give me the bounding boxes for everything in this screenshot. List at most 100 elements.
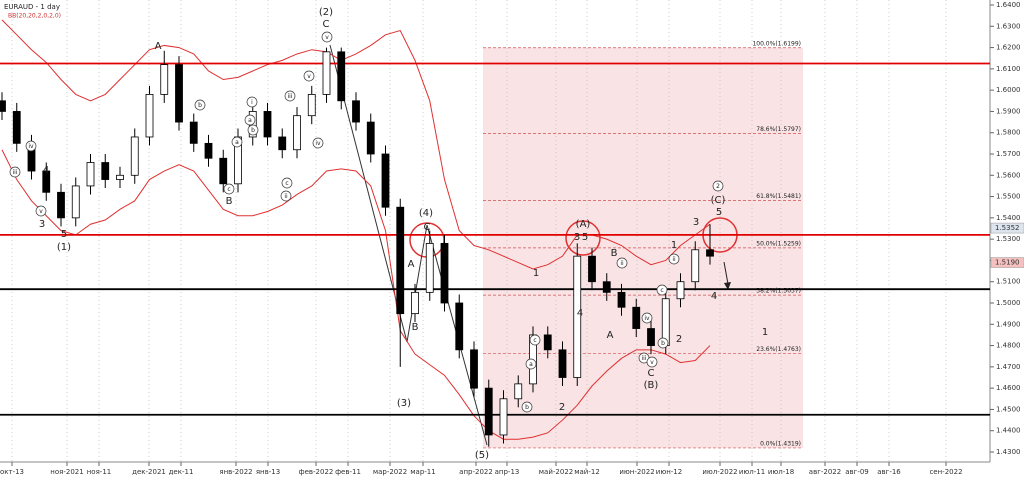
candle-body bbox=[411, 291, 419, 315]
wave-label: 5 bbox=[582, 232, 588, 243]
wave-circle bbox=[246, 96, 258, 108]
x-tick-label: фев-11 bbox=[335, 468, 361, 476]
candle-body bbox=[573, 255, 582, 378]
wave-circle bbox=[529, 334, 541, 346]
y-tick-label: 1.5600 bbox=[996, 171, 1021, 179]
wave-label-circled: iii bbox=[12, 169, 17, 176]
wave-circle bbox=[656, 284, 668, 296]
fib-label: 100.0%(1.6199) bbox=[752, 40, 801, 47]
candle-body bbox=[647, 328, 655, 346]
x-tick-label: апр-13 bbox=[495, 468, 520, 476]
y-tick-label: 1.4500 bbox=[996, 405, 1021, 413]
wave-label-circled: b bbox=[251, 127, 255, 134]
candle-body bbox=[86, 162, 95, 187]
wave-label: 4 bbox=[577, 308, 583, 319]
y-tick-label: 1.4300 bbox=[996, 448, 1021, 456]
candle-body bbox=[588, 255, 596, 283]
price-tag bbox=[990, 222, 1024, 234]
candle-body bbox=[219, 157, 228, 185]
wave-circle bbox=[657, 337, 669, 349]
arrow bbox=[723, 261, 729, 285]
wave-circle bbox=[521, 401, 533, 413]
wave-label: 4 bbox=[43, 165, 49, 176]
candle-body bbox=[455, 302, 464, 351]
wave-label-circled: ii bbox=[672, 256, 676, 263]
wave-label: C bbox=[323, 19, 330, 30]
x-tick-label: авг-09 bbox=[845, 468, 869, 476]
candle-body bbox=[602, 281, 611, 293]
wave-circle bbox=[244, 114, 256, 126]
fib-label: 50.0%(1.5259) bbox=[756, 240, 801, 247]
candle-body bbox=[381, 153, 390, 208]
candle-body bbox=[175, 64, 183, 123]
wave-label-circled: c bbox=[533, 337, 536, 344]
wave-label: B bbox=[226, 196, 233, 207]
wave-circle bbox=[312, 137, 324, 149]
x-tick-label: янв-2022 bbox=[219, 468, 252, 476]
wave-circle bbox=[35, 205, 47, 217]
x-tick-label: дек-2021 bbox=[132, 468, 166, 476]
wave-label: A bbox=[607, 330, 614, 341]
wave-label: A bbox=[155, 41, 162, 52]
candle-body bbox=[470, 349, 478, 389]
wave-label: 4 bbox=[711, 291, 717, 302]
wave-label-circled: iii bbox=[641, 355, 646, 362]
fib-label: 23.6%(1.4763) bbox=[756, 346, 801, 353]
indicator-label: BB(20,20,2,0,2,0) bbox=[8, 13, 61, 20]
y-tick-label: 1.4600 bbox=[996, 384, 1021, 392]
x-tick-label: июл-11 bbox=[739, 468, 765, 476]
wave-label-circled: v bbox=[325, 34, 329, 41]
y-tick-label: 1.5900 bbox=[996, 107, 1021, 115]
wave-label: (1) bbox=[57, 242, 71, 253]
wave-circle bbox=[281, 177, 293, 189]
wave-circle bbox=[194, 99, 206, 111]
wave-label: (A) bbox=[576, 219, 591, 230]
y-tick-label: 1.5400 bbox=[996, 214, 1021, 222]
wave-label-circled: b bbox=[661, 340, 665, 347]
candle-body bbox=[57, 191, 65, 219]
wave-circle bbox=[525, 358, 537, 370]
arrow-head bbox=[724, 282, 731, 290]
x-tick-label: авг-2022 bbox=[809, 468, 841, 476]
wave-label: (4) bbox=[419, 208, 433, 219]
candle-body bbox=[352, 100, 360, 123]
x-tick-label: июн-12 bbox=[656, 468, 682, 476]
wave-label: B bbox=[412, 322, 419, 333]
candle-body bbox=[396, 206, 405, 315]
y-tick-label: 1.6000 bbox=[996, 86, 1021, 94]
y-tick-label: 1.6400 bbox=[996, 1, 1021, 9]
wave-label: (3) bbox=[397, 398, 411, 409]
wave-label: 5 bbox=[61, 229, 67, 240]
x-tick-label: июл-2022 bbox=[702, 468, 737, 476]
candle-body bbox=[425, 242, 434, 293]
wave-circle bbox=[616, 257, 628, 269]
candle-body bbox=[543, 334, 552, 351]
x-tick-label: янв-13 bbox=[256, 468, 280, 476]
wave-label: 3 bbox=[574, 232, 580, 243]
wave-label: (C) bbox=[711, 195, 726, 206]
fib-label: 61.8%(1.5481) bbox=[756, 193, 801, 200]
x-tick-label: май-2022 bbox=[539, 468, 573, 476]
x-tick-label: июл-18 bbox=[768, 468, 794, 476]
wave-label-circled: v bbox=[307, 73, 311, 80]
candle-body bbox=[366, 121, 375, 155]
wave-circle bbox=[223, 183, 235, 195]
x-tick-label: ноя-11 bbox=[87, 468, 112, 476]
x-tick-label: сен-2022 bbox=[929, 468, 962, 476]
wave-circle bbox=[284, 90, 296, 102]
wave-label: A bbox=[408, 259, 415, 270]
y-tick-label: 1.4400 bbox=[996, 427, 1021, 435]
wave-label-circled: c bbox=[227, 186, 230, 193]
candle-body bbox=[307, 94, 316, 117]
wave-label: 2 bbox=[559, 402, 565, 413]
x-tick-label: дек-11 bbox=[169, 468, 194, 476]
candle-body bbox=[116, 174, 124, 180]
candle-body bbox=[263, 111, 272, 138]
candle-body bbox=[204, 142, 213, 159]
wave-label-circled: a bbox=[235, 139, 239, 146]
y-tick-label: 1.5700 bbox=[996, 150, 1021, 158]
x-tick-label: авг-16 bbox=[877, 468, 901, 476]
wave-circle bbox=[303, 70, 315, 82]
wave-label-circled: iv bbox=[28, 143, 34, 150]
